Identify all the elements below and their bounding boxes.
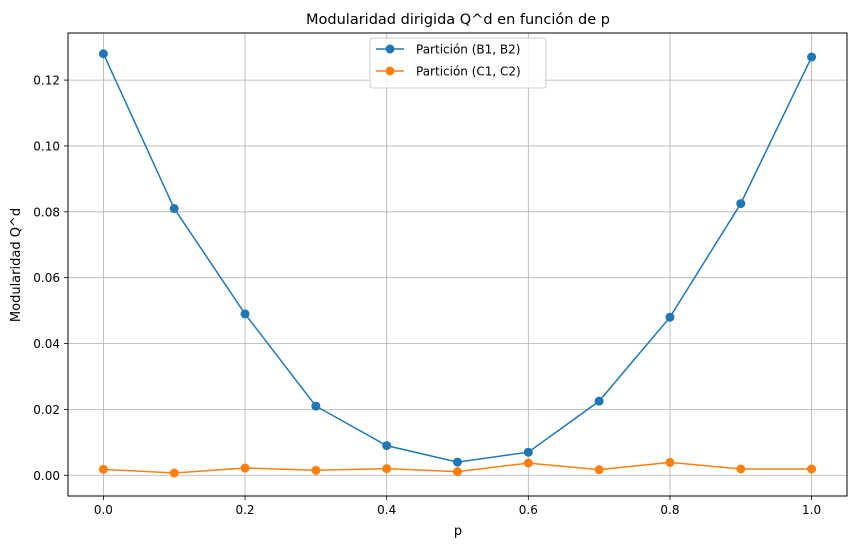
legend: Partición (B1, B2) Partición (C1, C2) [369,37,547,89]
series-lines [98,49,817,478]
data-point [594,396,604,406]
data-point [382,464,392,474]
x-tick-label: 0.6 [519,503,538,517]
data-point [169,204,179,214]
y-tick-label: 0.00 [33,469,60,483]
y-tick-label: 0.10 [33,139,60,153]
data-point [594,465,604,475]
y-axis-ticks: 0.00 0.02 0.04 0.06 0.08 0.10 0.12 [33,74,68,483]
data-point [311,465,321,475]
data-point [311,401,321,411]
grid-lines [68,33,847,496]
series-line [102,53,813,463]
series-2 [98,457,817,478]
data-point [807,52,817,62]
data-point [736,464,746,474]
x-tick-label: 0.2 [235,503,254,517]
plot-frame [67,32,848,497]
x-tick-label: 1.0 [802,503,821,517]
data-point [453,467,462,477]
legend-label: Partición (B1, B2) [416,43,520,57]
data-point [98,49,108,59]
data-point [665,312,675,322]
y-tick-label: 0.02 [33,403,60,417]
data-point [240,463,250,473]
x-axis-ticks: 0.0 0.2 0.4 0.6 0.8 1.0 [94,496,821,517]
legend-marker [385,44,395,54]
data-point [453,457,462,467]
legend-item-1: Partición (B1, B2) [376,43,520,57]
data-point [240,309,250,319]
legend-label: Partición (C1, C2) [416,65,521,79]
x-axis-label: p [454,524,462,539]
x-tick-label: 0.8 [660,503,679,517]
x-tick-label: 0.0 [94,503,113,517]
data-point [382,441,392,451]
data-point [665,457,675,467]
data-point [169,468,179,478]
x-tick-label: 0.4 [377,503,396,517]
data-point [98,464,108,474]
y-axis-label: Modularidad Q^d [9,208,24,322]
data-point [523,458,533,468]
legend-marker [385,66,395,76]
legend-box [369,37,547,89]
y-tick-label: 0.08 [33,205,60,219]
data-point [807,464,817,474]
y-tick-label: 0.06 [33,271,60,285]
y-tick-label: 0.04 [33,337,60,351]
data-point [523,447,533,457]
chart-title: Modularidad dirigida Q^d en función de p [306,12,610,28]
data-point [736,199,746,209]
y-tick-label: 0.12 [33,74,60,88]
legend-item-2: Partición (C1, C2) [376,65,521,79]
series-1 [98,49,817,467]
